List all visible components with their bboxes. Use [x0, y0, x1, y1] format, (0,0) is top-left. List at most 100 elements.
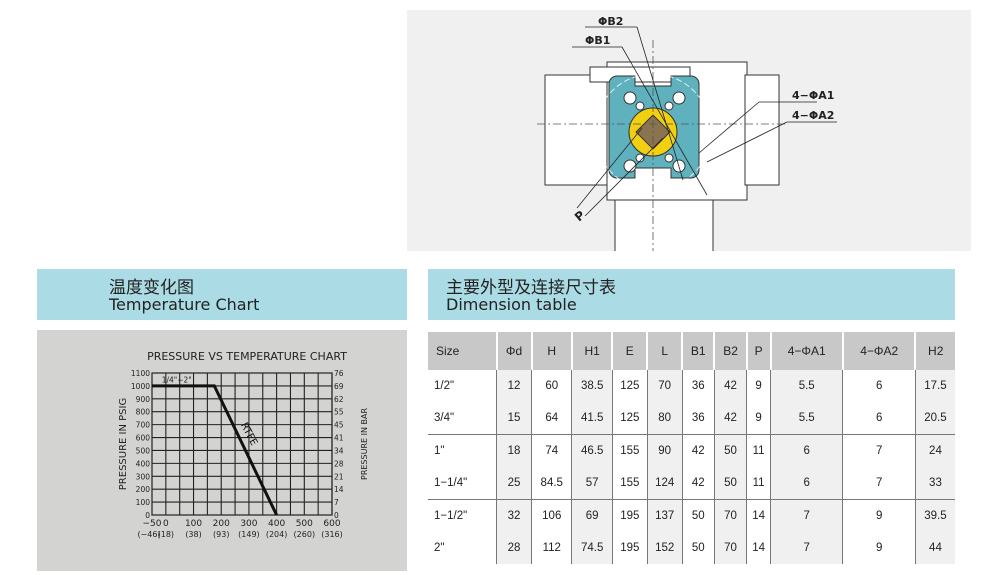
table-cell: 137 [646, 499, 683, 532]
size-annotation: 1/4"−2" [162, 375, 192, 384]
dimension-title-cn: 主要外型及连接尺寸表 [446, 278, 616, 298]
table-cell: 15 [496, 402, 532, 435]
y-tick-label: 900 [136, 395, 151, 404]
table-cell: 7 [769, 499, 843, 532]
table-cell: 41.5 [571, 402, 613, 435]
x-tick-label: −50 [143, 519, 162, 529]
column-header: 4−ΦA1 [769, 332, 843, 370]
table-cell: 195 [611, 499, 648, 532]
table-row: 1/2" 12 60 38.5 125 70 36 42 9 5.5 6 17.5 [428, 370, 955, 402]
table-cell: 125 [611, 402, 648, 435]
bottom-port [614, 199, 714, 253]
y-tick-label-right: 69 [334, 382, 344, 391]
column-header: H [530, 332, 572, 370]
column-header: Size [428, 332, 497, 370]
table-cell: 28 [496, 532, 532, 564]
valve-dimension-drawing: ΦB2 ΦB1 4−ΦA1 4−ΦA2 P [407, 10, 971, 253]
column-header: B1 [681, 332, 715, 370]
label-b2: ΦB2 [598, 15, 623, 28]
table-cell: 155 [611, 434, 648, 467]
table-cell: 155 [611, 467, 648, 500]
table-cell: 9 [842, 532, 916, 564]
left-port [544, 74, 610, 186]
table-cell: 42 [681, 434, 715, 467]
table-cell: 1−1/4" [434, 477, 468, 489]
table-cell: 3/4" [434, 412, 455, 424]
x-tick-label-celsius: (38) [185, 530, 201, 539]
table-cell: 124 [646, 467, 683, 500]
table-cell: 112 [531, 532, 572, 564]
dimension-table-header: 主要外型及连接尺寸表 Dimension table [428, 269, 955, 320]
y-tick-label: 0 [145, 511, 150, 520]
y-tick-label: 1000 [131, 382, 150, 391]
y-tick-label-right: 34 [334, 446, 344, 455]
temperature-title-cn: 温度变化图 [109, 278, 194, 298]
table-cell: 195 [611, 532, 648, 564]
table-cell: 50 [681, 499, 715, 532]
table-cell: 14 [746, 499, 771, 532]
y-tick-label: 400 [136, 459, 151, 468]
label-b1: ΦB1 [585, 34, 610, 47]
x-tick-label-celsius: (−46) [137, 530, 160, 539]
dimension-title-en: Dimension table [446, 295, 577, 314]
y-tick-label-right: 41 [334, 434, 344, 443]
x-tick-label: 100 [185, 519, 202, 529]
table-cell: 7 [842, 467, 916, 500]
table-cell: 38.5 [571, 370, 613, 402]
label-p: P [572, 208, 588, 225]
table-cell: 7 [769, 532, 843, 564]
table-cell: 39.5 [914, 499, 955, 532]
table-cell: 70 [646, 370, 683, 402]
y-tick-label-right: 28 [334, 459, 344, 468]
column-header: P [745, 332, 771, 370]
column-header: 4−ΦA2 [841, 332, 916, 370]
table-cell: 6 [842, 370, 916, 402]
table-cell: 152 [646, 532, 683, 564]
y-tick-label-right: 45 [334, 421, 344, 430]
column-header: B2 [713, 332, 747, 370]
table-cell: 46.5 [571, 434, 613, 467]
table-cell: 9 [842, 499, 916, 532]
table-cell: 42 [681, 467, 715, 500]
y-tick-label: 1100 [131, 369, 150, 378]
table-cell: 57 [571, 467, 613, 500]
table-row: 3/4" 15 64 41.5 125 80 36 42 9 5.5 6 20.5 [428, 402, 955, 435]
table-cell: 24 [914, 434, 955, 467]
table-cell: 32 [496, 499, 532, 532]
table-cell: 36 [681, 370, 715, 402]
x-tick-label: 500 [296, 519, 313, 529]
table-cell: 25 [496, 467, 532, 500]
x-tick-label: 200 [213, 519, 230, 529]
x-tick-label-celsius: (18) [158, 530, 174, 539]
y-tick-label-right: 21 [334, 472, 344, 481]
table-cell: 33 [914, 467, 955, 500]
y-tick-label-right: 55 [334, 408, 344, 417]
table-cell: 7 [842, 434, 916, 467]
table-cell: 18 [496, 434, 532, 467]
table-cell: 84.5 [531, 467, 572, 500]
table-cell: 5.5 [769, 370, 843, 402]
y-axis-label-right: PRESSURE IN BAR [360, 408, 369, 480]
table-row: 1−1/2" 32 106 69 195 137 50 70 14 7 9 39.5 [428, 499, 955, 532]
right-port [744, 74, 780, 186]
x-tick-label: 0 [163, 519, 169, 529]
y-tick-label-right: 14 [334, 485, 344, 494]
table-cell: 12 [496, 370, 532, 402]
x-tick-label: 300 [240, 519, 257, 529]
label-a2: 4−ΦA2 [792, 109, 834, 122]
x-tick-label: 400 [268, 519, 285, 529]
table-cell: 70 [713, 499, 747, 532]
table-cell: 74.5 [571, 532, 613, 564]
y-tick-label: 700 [136, 421, 151, 430]
table-cell: 50 [713, 467, 747, 500]
table-cell: 17.5 [914, 370, 955, 402]
table-cell: 64 [531, 402, 572, 435]
pressure-temperature-chart: PRESSURE VS TEMPERATURE CHART PRESSURE IN… [37, 330, 407, 571]
table-cell: 50 [681, 532, 715, 564]
y-tick-label: 300 [136, 472, 151, 481]
table-cell: 11 [746, 467, 771, 500]
label-a1: 4−ΦA1 [792, 89, 834, 102]
series-line [152, 384, 278, 516]
y-tick-label-right: 62 [334, 395, 344, 404]
table-cell: 60 [531, 370, 572, 402]
